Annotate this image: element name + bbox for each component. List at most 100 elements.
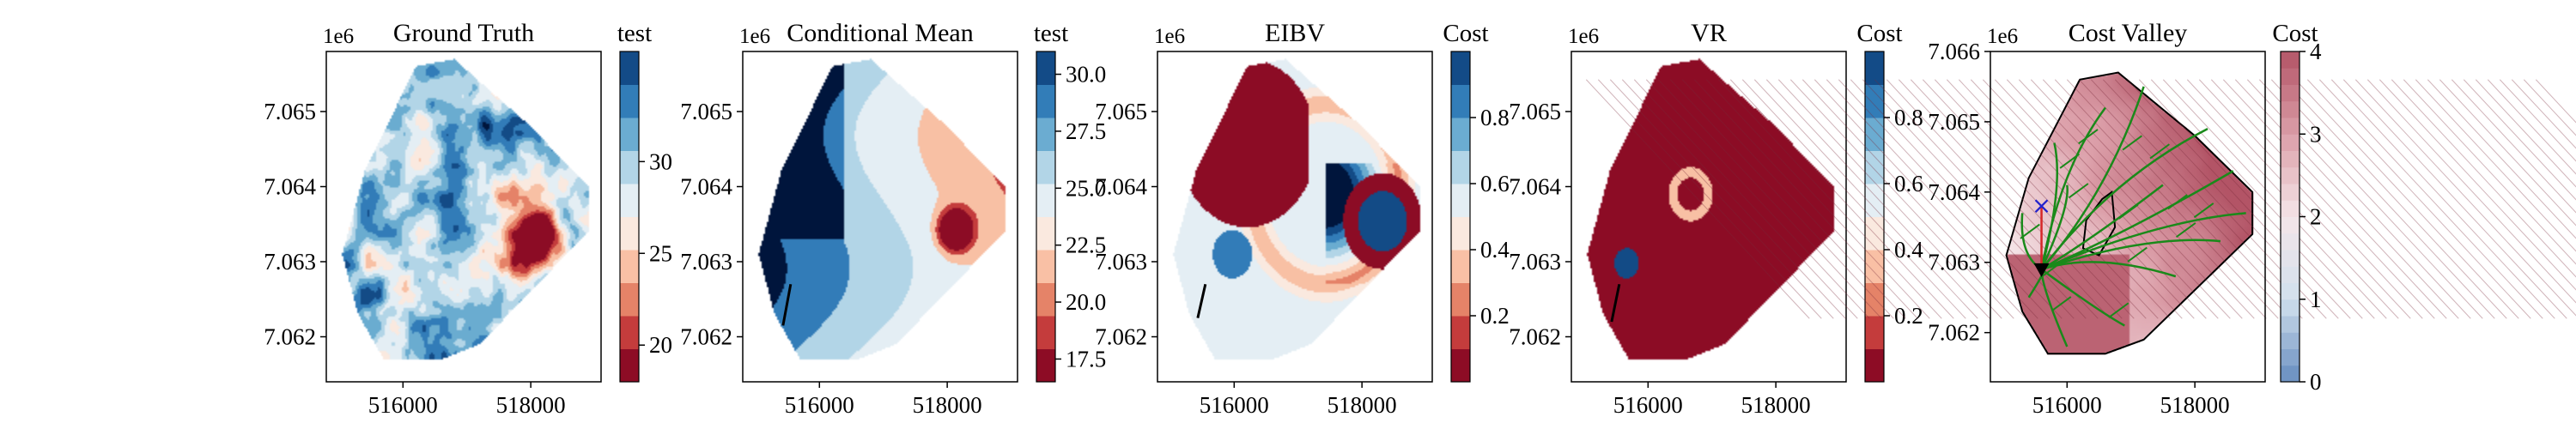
colorbar-segment xyxy=(2281,150,2300,168)
colorbar-segment xyxy=(1036,150,1055,184)
colorbar-segment xyxy=(1865,184,1884,217)
tree-branch xyxy=(2149,143,2170,160)
colorbar-segment xyxy=(2281,299,2300,317)
hatch-line xyxy=(2294,79,2519,319)
hatch-line xyxy=(1609,79,1834,319)
hatch-line xyxy=(1777,79,2002,319)
y-tick-label: 7.065 xyxy=(264,99,316,124)
hatch-line xyxy=(1982,79,2207,319)
hatch-line xyxy=(1826,79,2050,319)
y-offset-label: 1e6 xyxy=(1987,25,2018,48)
hatch-line xyxy=(2042,79,2267,319)
colorbar-segment xyxy=(1451,282,1470,317)
colorbar-frame xyxy=(1864,51,1885,383)
colorbar-tick-label: 0.2 xyxy=(1480,303,1510,329)
colorbar-segment xyxy=(1451,150,1470,184)
hatch-line xyxy=(1681,79,1906,319)
colorbar-tick-label: 30 xyxy=(649,148,672,174)
hatch-line xyxy=(1801,79,2026,319)
current-location-marker xyxy=(2033,263,2050,277)
colorbar-segment xyxy=(2281,332,2300,349)
hatch-line xyxy=(2403,79,2576,265)
colorbar-segment xyxy=(1865,282,1884,317)
colorbar-tick-label: 20.0 xyxy=(1066,289,1106,315)
colorbar-tick-label: 0.2 xyxy=(1894,303,1923,329)
colorbar-segment xyxy=(2281,316,2300,333)
colorbar-segment xyxy=(2281,282,2300,300)
hatch-line xyxy=(2066,79,2291,319)
colorbar-segment xyxy=(1451,348,1470,383)
hatch-line xyxy=(2451,79,2576,214)
hatch-line xyxy=(2222,79,2447,319)
tree-branch xyxy=(2193,202,2215,219)
colorbar-tick-label: 0.6 xyxy=(1894,171,1923,196)
hatch-line xyxy=(2138,79,2363,319)
hatch-line xyxy=(1898,79,2123,319)
x-tick-label: 516000 xyxy=(368,392,438,418)
y-tick-label: 7.063 xyxy=(1928,250,1980,275)
hatch-line xyxy=(2126,79,2351,319)
colorbar-segment xyxy=(2281,100,2300,118)
axes-frame xyxy=(742,51,1018,383)
hatch-line xyxy=(2415,79,2576,252)
colorbar-tick-label: 30.0 xyxy=(1066,62,1106,88)
colorbar-tick-label: 20 xyxy=(649,332,672,358)
hatch-line xyxy=(2114,79,2339,319)
hatch-line xyxy=(2475,79,2576,188)
colorbar-label: Cost xyxy=(1443,20,1488,47)
colorbar-segment xyxy=(1451,250,1470,283)
boundary-outline xyxy=(2005,71,2254,355)
tree-branch xyxy=(2059,153,2081,169)
hatch-line xyxy=(1585,79,1810,319)
colorbar-segment xyxy=(2281,200,2300,217)
hatch-line xyxy=(2427,79,2576,239)
y-tick-label: 7.063 xyxy=(264,249,316,275)
colorbar-tick-label: 4 xyxy=(2310,39,2322,64)
obstacle-outline xyxy=(2081,190,2117,257)
x-tick-label: 518000 xyxy=(2160,392,2230,418)
colorbar-segment xyxy=(1865,348,1884,383)
hatch-line xyxy=(2306,79,2531,319)
hatch-line xyxy=(1886,79,2111,319)
colorbar-segment xyxy=(1036,118,1055,151)
y-tick-label: 7.063 xyxy=(680,249,732,275)
y-tick-label: 7.062 xyxy=(1509,324,1561,350)
tree-branch xyxy=(2041,239,2221,271)
hatch-overlay xyxy=(1585,79,2576,319)
colorbar: 17.5 20.0 22.5 25.0 27.5 30.0 test xyxy=(1034,20,1106,383)
colorbar-label: Cost xyxy=(1856,20,1902,47)
y-offset-label: 1e6 xyxy=(739,25,770,48)
panel-title: Cost Valley xyxy=(2069,19,2188,47)
panel-title: Ground Truth xyxy=(393,19,534,47)
axes-frame xyxy=(1157,51,1433,383)
trajectory-line xyxy=(781,283,793,326)
colorbar-segment xyxy=(1036,216,1055,251)
colorbar-segment xyxy=(2281,348,2300,366)
y-tick-label: 7.063 xyxy=(1509,249,1561,275)
hatch-line xyxy=(1597,79,1822,319)
hatch-line xyxy=(1814,79,2038,319)
tree-branch xyxy=(2175,222,2196,239)
heatmap-raster xyxy=(326,51,601,382)
hatch-line xyxy=(1729,79,1954,319)
colorbar-segment xyxy=(1451,118,1470,151)
hatch-line xyxy=(2018,79,2243,319)
colorbar-frame xyxy=(1036,51,1056,383)
tree-branch xyxy=(2108,302,2129,318)
tree-branch xyxy=(2122,135,2142,151)
tree-branch xyxy=(2068,183,2089,199)
heatmap-raster xyxy=(1571,51,1846,382)
colorbar-segment xyxy=(1865,250,1884,283)
hatch-line xyxy=(1970,79,2195,319)
hatch-line xyxy=(1657,79,1882,319)
colorbar-tick-label: 3 xyxy=(2310,121,2322,147)
colorbar-tick-label: 27.5 xyxy=(1066,118,1106,144)
y-tick-label: 7.065 xyxy=(1928,109,1980,135)
colorbar-label: Cost xyxy=(2272,20,2318,47)
y-tick-label: 7.066 xyxy=(1928,39,1980,64)
hatch-line xyxy=(2282,79,2507,319)
panel-0: 516000 518000 7.062 7.063 7.064 7.065 1e6 Groun… xyxy=(264,19,672,418)
colorbar-segment xyxy=(2281,216,2300,234)
x-tick-label: 518000 xyxy=(1327,392,1397,418)
y-tick-label: 7.062 xyxy=(1095,324,1147,350)
